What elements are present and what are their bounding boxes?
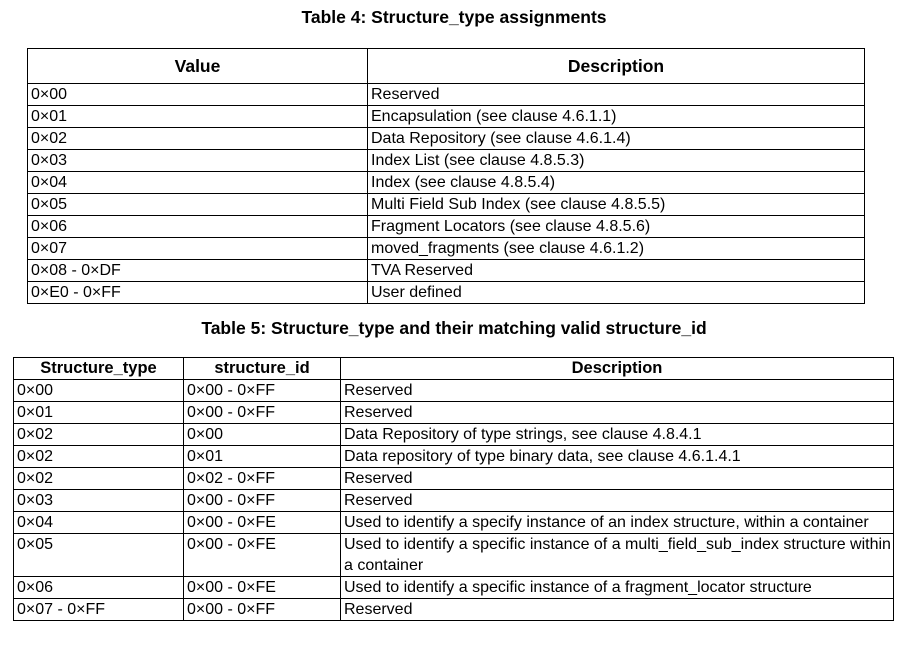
table-row: 0×03 0×00 - 0×FF Reserved: [13, 489, 894, 512]
description-cell: Reserved: [340, 401, 894, 424]
table-row: 0×05 0×00 - 0×FE Used to identify a specif…: [13, 533, 894, 577]
column-header-structure-id: structure_id: [183, 357, 341, 380]
value-cell: 0×08 - 0×DF: [27, 259, 368, 282]
table-row: 0×03 Index List (see clause 4.8.5.3): [27, 149, 865, 172]
table-row: 0×07 moved_fragments (see clause 4.6.1.2): [27, 237, 865, 260]
table-row: 0×00 0×00 - 0×FF Reserved: [13, 379, 894, 402]
description-cell: Reserved: [340, 598, 894, 621]
table-row: 0×01 0×00 - 0×FF Reserved: [13, 401, 894, 424]
value-cell: 0×04: [27, 171, 368, 194]
value-cell: 0×00: [27, 83, 368, 106]
description-cell: Reserved: [340, 489, 894, 512]
description-cell: Reserved: [340, 379, 894, 402]
structure-id-cell: 0×01: [183, 445, 341, 468]
structure-id-cell: 0×00 - 0×FE: [183, 511, 341, 534]
description-cell: Data Repository of type strings, see cla…: [340, 423, 894, 446]
table-row: 0×05 Multi Field Sub Index (see clause 4.…: [27, 193, 865, 216]
structure-type-cell: 0×02: [13, 423, 184, 446]
structure-type-cell: 0×03: [13, 489, 184, 512]
value-cell: 0×01: [27, 105, 368, 128]
structure-id-cell: 0×00 - 0×FF: [183, 401, 341, 424]
structure-type-cell: 0×04: [13, 511, 184, 534]
column-header-structure-type: Structure_type: [13, 357, 184, 380]
description-cell: Encapsulation (see clause 4.6.1.1): [367, 105, 865, 128]
description-cell: Reserved: [367, 83, 865, 106]
table-4-caption: Table 4: Structure_type assignments: [301, 7, 607, 27]
structure-id-cell: 0×00 - 0×FE: [183, 533, 341, 577]
table-header-row: Structure_type structure_id Description: [13, 357, 894, 380]
value-cell: 0×02: [27, 127, 368, 150]
structure-id-cell: 0×00 - 0×FF: [183, 489, 341, 512]
column-header-description: Description: [340, 357, 894, 380]
table-row: 0×00 Reserved: [27, 83, 865, 106]
table-row: 0×08 - 0×DF TVA Reserved: [27, 259, 865, 282]
table-row: 0×06 0×00 - 0×FE Used to identify a specif…: [13, 576, 894, 599]
description-cell: Used to identify a specific instance of …: [340, 576, 894, 599]
description-cell: Data repository of type binary data, see…: [340, 445, 894, 468]
structure-type-cell: 0×06: [13, 576, 184, 599]
value-cell: 0×03: [27, 149, 368, 172]
structure-type-cell: 0×02: [13, 467, 184, 490]
description-cell: User defined: [367, 281, 865, 304]
table-row: 0×01 Encapsulation (see clause 4.6.1.1): [27, 105, 865, 128]
structure-id-cell: 0×00 - 0×FE: [183, 576, 341, 599]
structure-type-cell: 0×02: [13, 445, 184, 468]
column-header-description: Description: [367, 48, 865, 84]
table-header-row: Value Description: [27, 48, 865, 84]
structure-id-cell: 0×00 - 0×FF: [183, 598, 341, 621]
table-row: 0×07 - 0×FF 0×00 - 0×FF Reserved: [13, 598, 894, 621]
description-cell: Data Repository (see clause 4.6.1.4): [367, 127, 865, 150]
table-row: 0×02 0×01 Data repository of type binary d…: [13, 445, 894, 468]
description-cell: Used to identify a specific instance of …: [340, 533, 894, 577]
table-row: 0×04 Index (see clause 4.8.5.4): [27, 171, 865, 194]
table-row: 0×02 0×00 Data Repository of type strings,…: [13, 423, 894, 446]
structure-id-cell: 0×00 - 0×FF: [183, 379, 341, 402]
structure-id-cell: 0×02 - 0×FF: [183, 467, 341, 490]
column-header-value: Value: [27, 48, 368, 84]
description-cell: TVA Reserved: [367, 259, 865, 282]
description-cell: Reserved: [340, 467, 894, 490]
structure-type-cell: 0×07 - 0×FF: [13, 598, 184, 621]
description-cell: Multi Field Sub Index (see clause 4.8.5.…: [367, 193, 865, 216]
table-row: 0×02 Data Repository (see clause 4.6.1.4): [27, 127, 865, 150]
description-cell: Fragment Locators (see clause 4.8.5.6): [367, 215, 865, 238]
structure-type-assignments-table: Value Description 0×00 Reserved 0×01 Encaps…: [27, 48, 865, 304]
table-row: 0×02 0×02 - 0×FF Reserved: [13, 467, 894, 490]
value-cell: 0×06: [27, 215, 368, 238]
description-cell: Index List (see clause 4.8.5.3): [367, 149, 865, 172]
table-row: 0×04 0×00 - 0×FE Used to identify a specif…: [13, 511, 894, 534]
structure-type-cell: 0×01: [13, 401, 184, 424]
value-cell: 0×05: [27, 193, 368, 216]
structure-type-cell: 0×05: [13, 533, 184, 577]
value-cell: 0×E0 - 0×FF: [27, 281, 368, 304]
description-cell: moved_fragments (see clause 4.6.1.2): [367, 237, 865, 260]
structure-type-id-table: Structure_type structure_id Description …: [13, 357, 894, 621]
value-cell: 0×07: [27, 237, 368, 260]
description-cell: Index (see clause 4.8.5.4): [367, 171, 865, 194]
description-cell: Used to identify a specify instance of a…: [340, 511, 894, 534]
structure-type-cell: 0×00: [13, 379, 184, 402]
table-5-caption: Table 5: Structure_type and their matchi…: [201, 318, 707, 338]
table-row: 0×06 Fragment Locators (see clause 4.8.5.…: [27, 215, 865, 238]
structure-id-cell: 0×00: [183, 423, 341, 446]
table-row: 0×E0 - 0×FF User defined: [27, 281, 865, 304]
